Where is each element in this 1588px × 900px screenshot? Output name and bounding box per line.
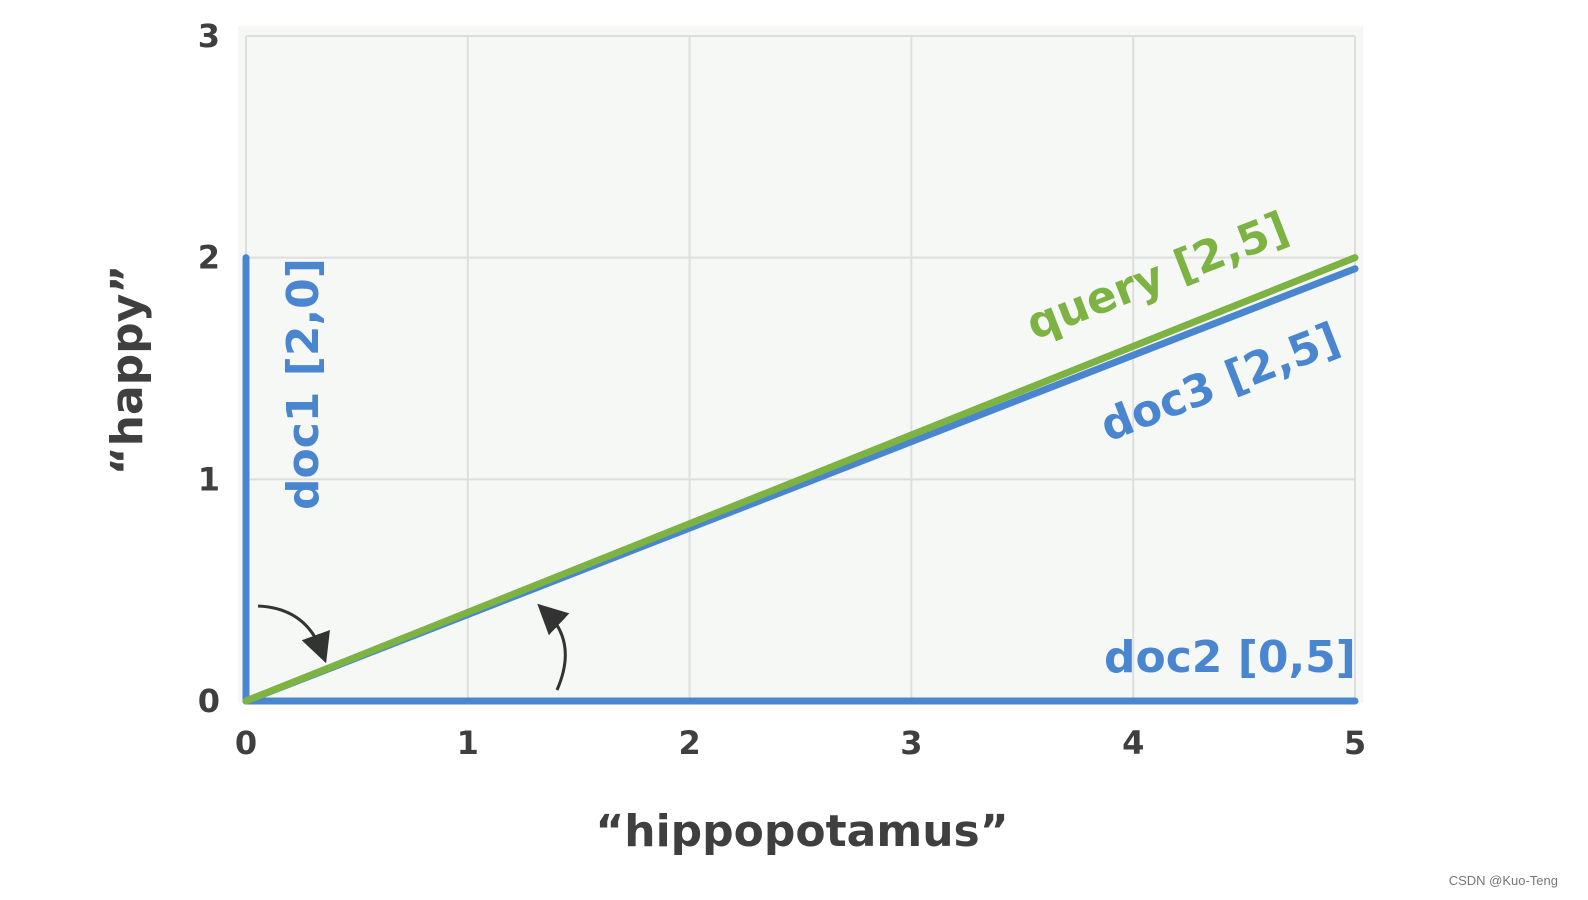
y-tick-label: 2	[198, 239, 220, 277]
series-query-line	[242, 254, 1359, 705]
y-tick-label: 0	[198, 682, 220, 720]
y-axis-label: “happy”	[102, 265, 153, 476]
y-tick-label: 1	[198, 460, 220, 498]
angle-arrow-doc2	[537, 603, 570, 691]
x-tick-label: 3	[900, 724, 922, 762]
x-tick-label: 2	[678, 724, 700, 762]
x-axis-label: “hippopotamus”	[595, 806, 1008, 857]
plot-background	[238, 26, 1363, 703]
series-doc2-label: doc2 [0,5]	[1104, 632, 1356, 683]
watermark: CSDN @Kuo-Teng	[1448, 873, 1558, 888]
x-tick-labels: 0 1 2 3 4 5	[235, 724, 1366, 762]
x-tick-label: 4	[1122, 724, 1144, 762]
x-tick-label: 0	[235, 724, 257, 762]
y-tick-label: 3	[198, 17, 220, 55]
y-tick-labels: 0 1 2 3	[198, 17, 220, 720]
series-doc1-label: doc1 [2,0]	[278, 258, 329, 510]
angle-arrow-doc1	[257, 604, 330, 664]
x-tick-label: 1	[457, 724, 479, 762]
x-tick-label: 5	[1344, 724, 1366, 762]
